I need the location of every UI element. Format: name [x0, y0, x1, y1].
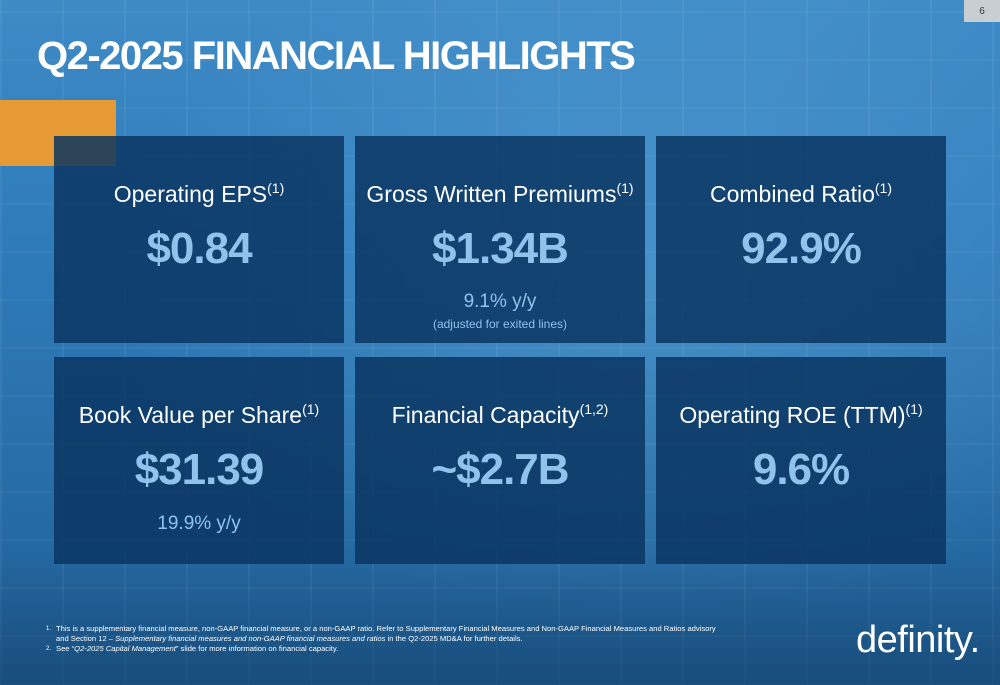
card-label: Gross Written Premiums(1)	[366, 180, 634, 207]
footnote-number: 1.	[46, 626, 52, 632]
card-value: ~$2.7B	[431, 445, 569, 494]
card-value: $1.34B	[432, 224, 569, 273]
card-financial-capacity: Financial Capacity(1,2) ~$2.7B	[355, 357, 645, 564]
card-note: 19.9% y/y	[157, 513, 241, 534]
footnote-text: This is a supplementary financial measur…	[56, 624, 716, 643]
card-gross-written-premiums: Gross Written Premiums(1) $1.34B 9.1% y/…	[355, 136, 645, 343]
card-label: Operating EPS(1)	[113, 180, 285, 207]
card-combined-ratio: Combined Ratio(1) 92.9%	[656, 136, 946, 343]
card-value: $0.84	[146, 224, 252, 273]
highlights-grid: Operating EPS(1) $0.84 Gross Written Pre…	[54, 136, 946, 564]
card-value: $31.39	[134, 445, 265, 494]
footnote-1: 1. This is a supplementary financial mea…	[46, 624, 726, 644]
card-value: 92.9%	[741, 224, 862, 273]
background-shade	[0, 555, 1000, 685]
definity-logo: definity.	[856, 619, 980, 661]
card-label: Operating ROE (TTM)(1)	[679, 401, 923, 428]
card-operating-roe: Operating ROE (TTM)(1) 9.6%	[656, 357, 946, 564]
footnote-number: 2.	[46, 646, 52, 652]
slide-title: Q2-2025 FINANCIAL HIGHLIGHTS	[37, 34, 636, 78]
card-note: 9.1% y/y	[463, 291, 537, 312]
card-value: 9.6%	[752, 445, 850, 494]
card-subnote: (adjusted for exited lines)	[432, 317, 568, 331]
footnote-text: See “Q2-2025 Capital Management” slide f…	[56, 644, 339, 653]
card-label: Book Value per Share(1)	[78, 401, 320, 428]
footnote-2: 2. See “Q2-2025 Capital Management” slid…	[46, 644, 726, 654]
page-number: 6	[964, 0, 1000, 22]
card-label: Combined Ratio(1)	[709, 180, 893, 207]
footnotes: 1. This is a supplementary financial mea…	[46, 624, 726, 654]
card-label: Financial Capacity(1,2)	[391, 401, 609, 428]
card-operating-eps: Operating EPS(1) $0.84	[54, 136, 344, 343]
card-book-value-per-share: Book Value per Share(1) $31.39 19.9% y/y	[54, 357, 344, 564]
